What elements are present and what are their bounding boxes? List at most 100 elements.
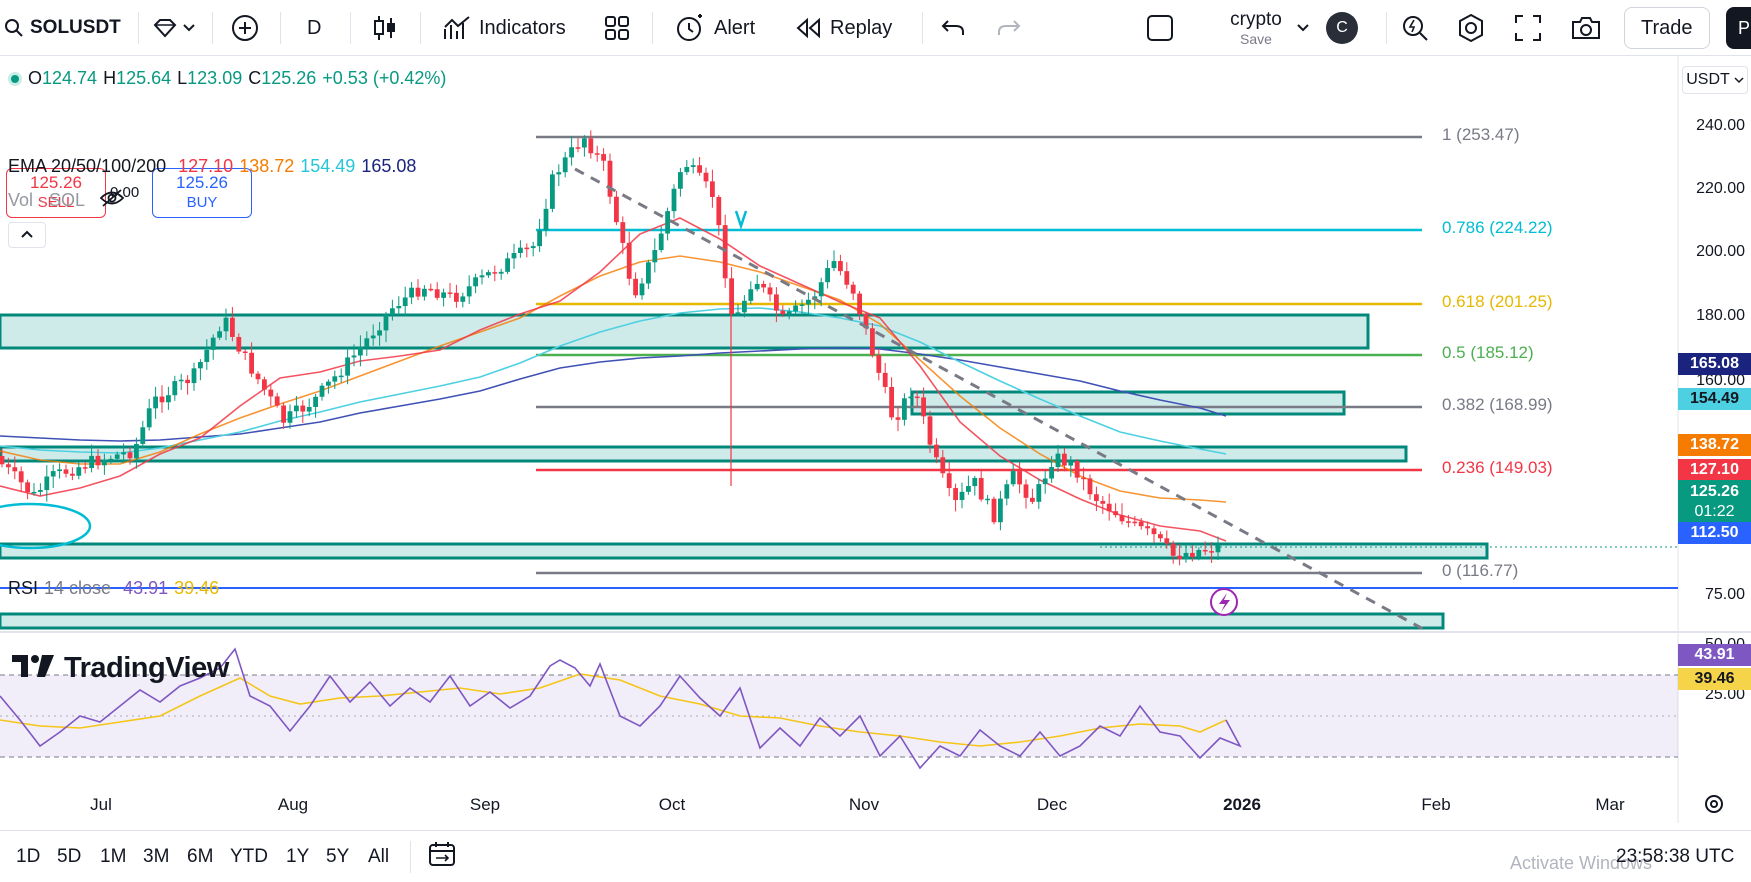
calendar-range-icon [428, 840, 458, 874]
candle-body [1010, 471, 1016, 485]
sell-button[interactable]: 125.26 SELL [6, 168, 106, 218]
replay-button[interactable]: Replay [794, 0, 892, 56]
high-value: 125.64 [116, 68, 172, 88]
compare-symbol-button[interactable] [230, 0, 260, 56]
time-axis-label: Oct [658, 795, 686, 814]
ema50-price-tag: 138.72 [1678, 434, 1751, 456]
candle-body [678, 172, 683, 189]
currency-selector[interactable]: USDT [1682, 66, 1748, 94]
candle-body [70, 473, 75, 476]
candle-body [1190, 552, 1195, 558]
candle-body [50, 471, 56, 477]
range-all-button[interactable]: All [368, 846, 390, 867]
candle-body [422, 288, 427, 297]
layout-square-icon [1146, 14, 1174, 42]
range-1d-button[interactable]: 1D [16, 846, 41, 867]
candle-body [1202, 549, 1208, 552]
indicators-button[interactable]: Indicators [443, 0, 566, 56]
buy-button[interactable]: 125.26 BUY [152, 168, 252, 218]
candle-body [646, 262, 651, 284]
candle-body [262, 379, 267, 390]
candle-body [95, 455, 101, 466]
symbol-search[interactable]: SOLUSDT [4, 0, 121, 56]
ema200-line [0, 347, 1227, 442]
profile-button[interactable]: P [1726, 0, 1751, 56]
candle-body [377, 330, 382, 336]
candle-body [1164, 538, 1170, 544]
sell-price: 125.26 [30, 173, 82, 192]
settings-button[interactable] [1456, 0, 1486, 56]
ema-legend[interactable]: EMA 20/50/100/200 127.10 138.72 154.49 1… [8, 156, 416, 177]
layout-menu-button[interactable] [1296, 0, 1310, 56]
price-chart[interactable] [0, 56, 1751, 823]
clock-display[interactable]: 23:58:38 UTC [1616, 846, 1735, 867]
symbol-name: SOLUSDT [30, 17, 121, 38]
tradingview-watermark[interactable]: TradingView [12, 652, 229, 685]
time-axis-settings-button[interactable] [1702, 792, 1726, 821]
layout-button[interactable] [1146, 0, 1174, 56]
rsi-value: 43.91 [123, 578, 169, 598]
trade-button[interactable]: Trade [1624, 0, 1710, 56]
alert-button[interactable]: Alert [674, 0, 755, 56]
redo-button[interactable] [996, 0, 1022, 56]
candle-body [306, 406, 312, 412]
range-1y-button[interactable]: 1Y [286, 846, 310, 867]
time-axis-label: Mar [1595, 795, 1625, 814]
fib-retracement [536, 135, 1422, 575]
candle-body [857, 293, 862, 315]
candle-body [332, 376, 338, 382]
rsi-tick: 75.00 [1704, 586, 1745, 603]
ema100-line [0, 307, 1227, 455]
candle-body [754, 283, 760, 290]
candle-body [665, 211, 670, 234]
candle-body [44, 476, 50, 491]
ema100-value: 154.49 [300, 156, 356, 176]
spread-value: 0.00 [110, 184, 140, 201]
candle-body [319, 385, 325, 397]
quick-search-button[interactable] [1400, 0, 1430, 56]
candle-body [358, 346, 363, 356]
range-6m-button[interactable]: 6M [187, 846, 214, 867]
layout-name-button[interactable]: crypto Save [1200, 0, 1312, 56]
range-5y-button[interactable]: 5Y [326, 846, 350, 867]
candle-body [1151, 528, 1157, 535]
volume-legend[interactable]: Vol · SOL [8, 189, 125, 212]
range-1m-button[interactable]: 1M [100, 846, 127, 867]
candle-body [716, 196, 722, 226]
interval-button[interactable]: D [307, 0, 321, 56]
time-axis-label: Jul [90, 795, 112, 814]
range-ytd-button[interactable]: YTD [230, 846, 268, 867]
candle-body [1138, 521, 1144, 527]
range-5d-button[interactable]: 5D [57, 846, 82, 867]
tradingview-logo-icon [12, 653, 56, 684]
candle-body [991, 498, 997, 523]
fullscreen-button[interactable] [1514, 0, 1542, 56]
undo-button[interactable] [940, 0, 966, 56]
undo-icon [940, 18, 966, 38]
candle-body [402, 297, 408, 307]
candle-body [978, 477, 984, 500]
range-3m-button[interactable]: 3M [143, 846, 170, 867]
rsi-tick: 25.00 [1704, 686, 1745, 703]
fib-level-label: 1 (253.47) [1442, 125, 1520, 144]
last-price-value: 125.26 [1690, 483, 1739, 500]
eye-hidden-icon[interactable] [99, 189, 125, 212]
account-avatar[interactable]: C [1326, 0, 1358, 56]
candle-body [652, 250, 658, 263]
candle-body [121, 452, 126, 455]
candle-body [447, 292, 453, 294]
chart-type-button[interactable] [372, 0, 398, 56]
candle-body [831, 261, 837, 269]
gear-icon [1702, 795, 1726, 820]
templates-button[interactable] [604, 0, 630, 56]
snapshot-button[interactable] [1570, 0, 1602, 56]
collapse-legend-button[interactable] [8, 222, 46, 248]
chart-area[interactable]: O 124.74 H 125.64 L 123.09 C 125.26 +0.53 (+… [0, 56, 1751, 823]
candle-body [127, 452, 133, 459]
symbol-type-menu[interactable] [152, 0, 196, 56]
candle-body [1158, 534, 1163, 539]
candle-body [146, 408, 152, 428]
lightning-badge[interactable] [1210, 588, 1238, 616]
rsi-legend[interactable]: RSI 14 close 43.91 39.46 [8, 578, 219, 599]
go-to-date-button[interactable] [428, 831, 458, 882]
